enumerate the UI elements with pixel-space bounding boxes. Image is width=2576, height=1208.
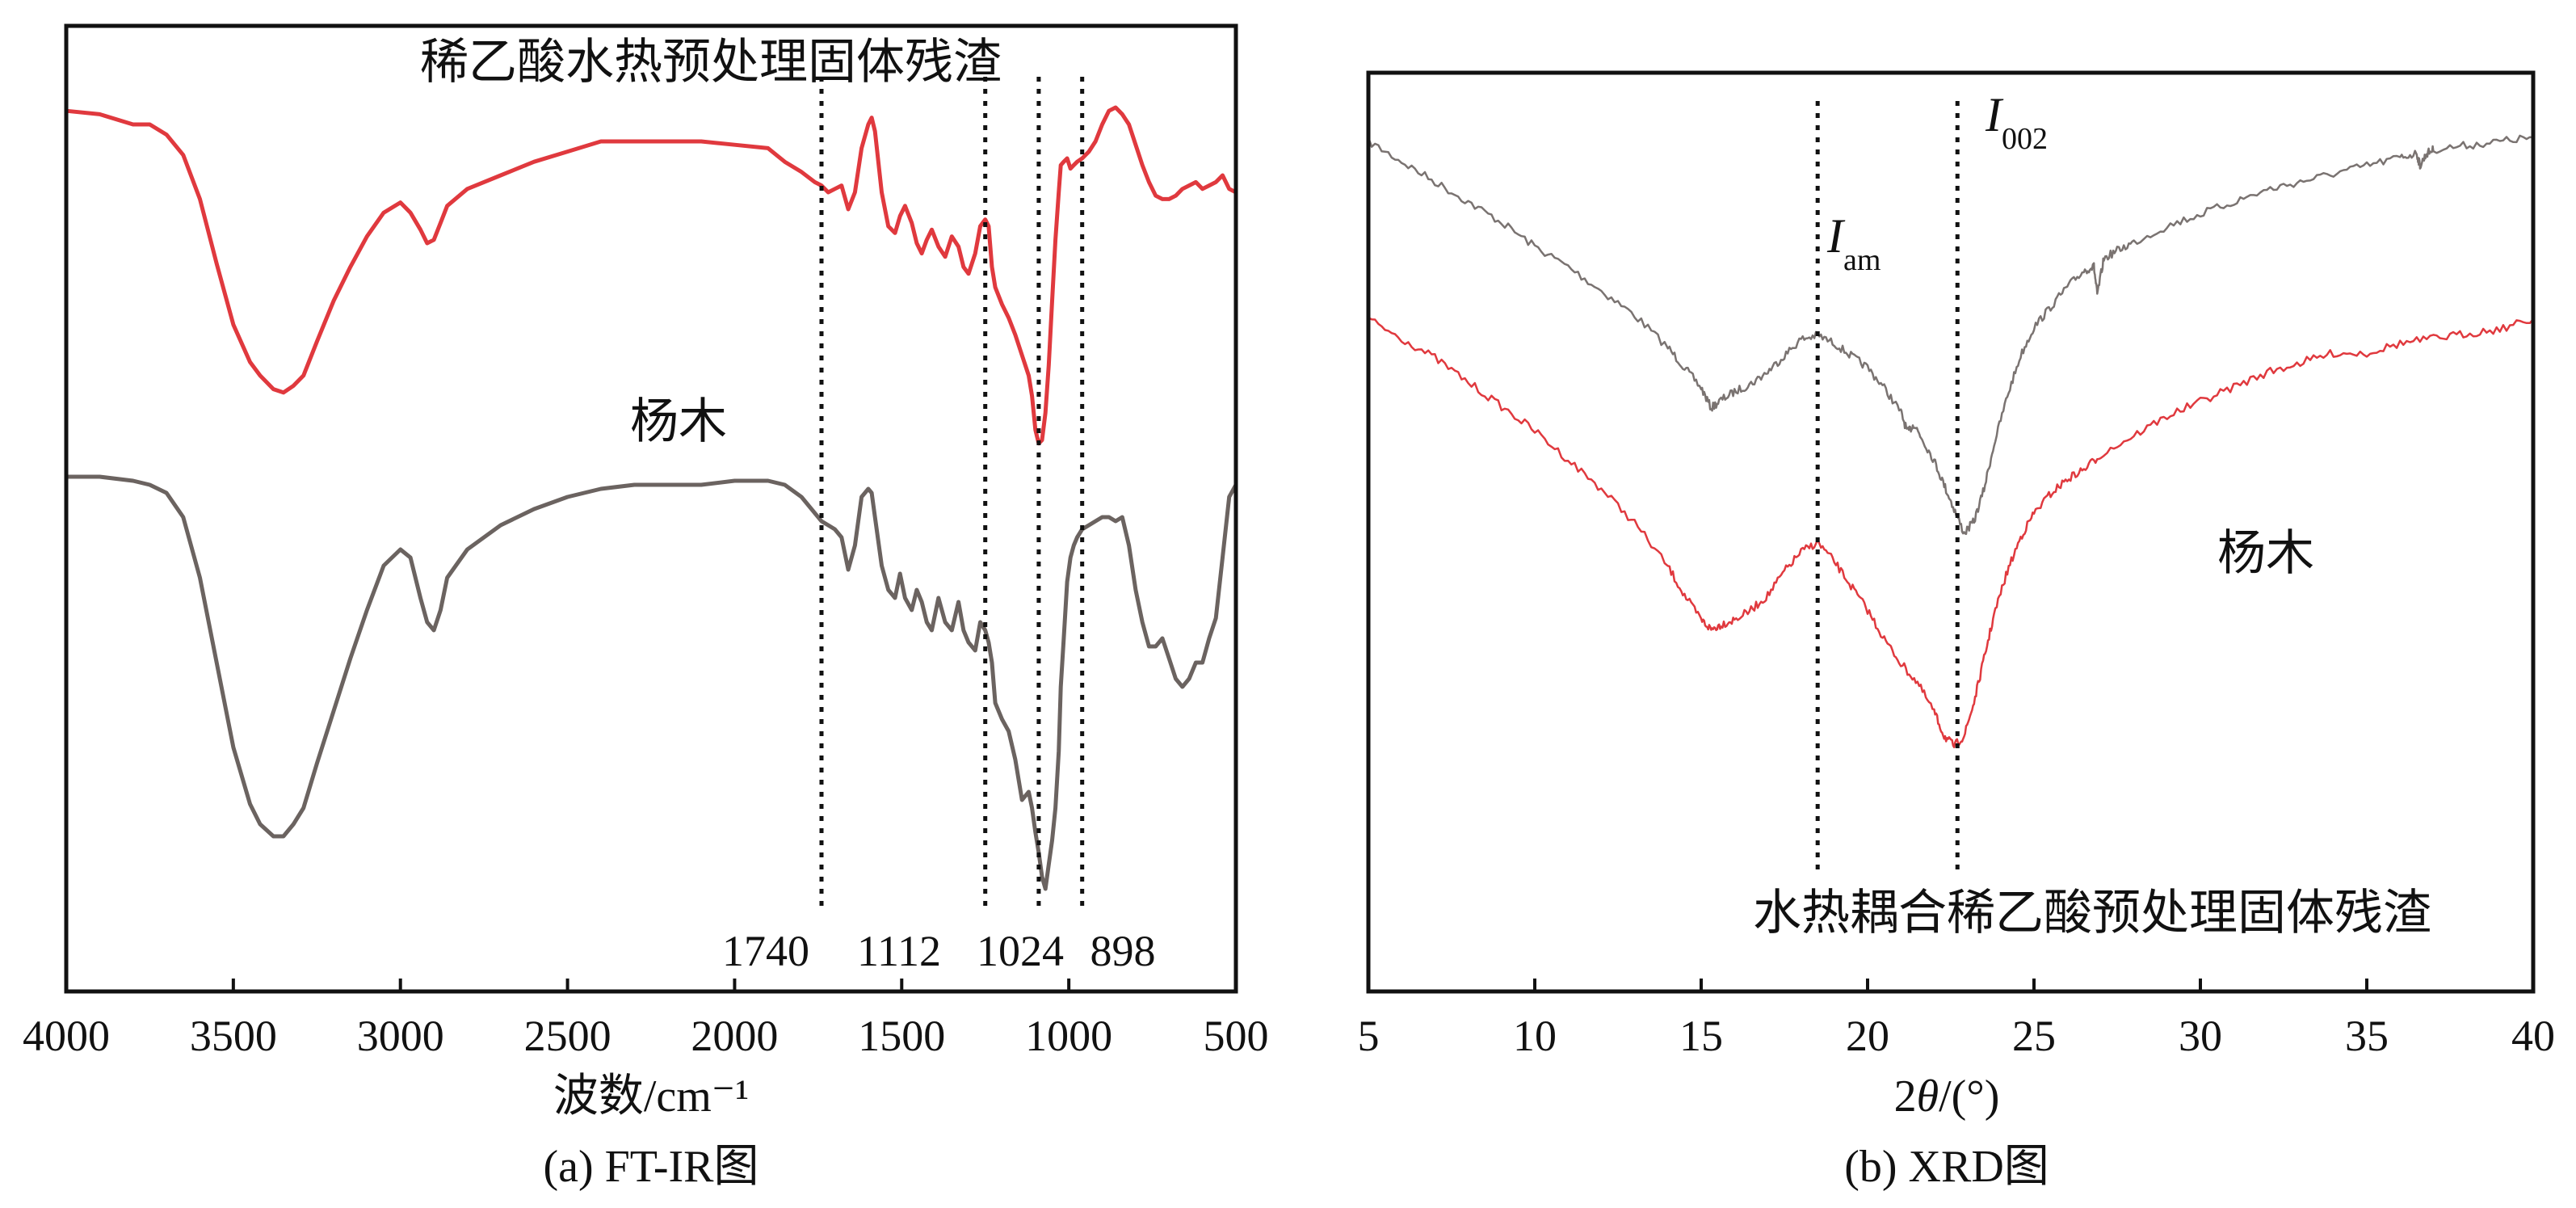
ftir-x-tick-label-0: 4000 bbox=[23, 1012, 110, 1060]
xrd-x-tick-label-6: 35 bbox=[2345, 1012, 2389, 1060]
ftir-x-tick-label-5: 1500 bbox=[858, 1012, 945, 1060]
panel-ftir: 4000 3500 3000 2500 2000 1500 1000 500 稀乙酸水热预处理… bbox=[23, 23, 1269, 1192]
ftir-series-group bbox=[65, 105, 1238, 891]
ftir-x-tick-label-7: 500 bbox=[1204, 1012, 1269, 1060]
xrd-series-label-residue: 水热耦合稀乙酸预处理固体残渣 bbox=[1753, 886, 2431, 940]
ftir-x-axis-label: 波数/cm⁻¹ bbox=[553, 1071, 749, 1122]
ftir-ref-label-1740: 1740 bbox=[722, 927, 809, 975]
ftir-x-tick-label-6: 1000 bbox=[1025, 1012, 1112, 1060]
ftir-ref-label-1024: 1024 bbox=[977, 927, 1064, 975]
xrd-x-tick-label-7: 40 bbox=[2511, 1012, 2555, 1060]
xrd-x-tick-label-4: 25 bbox=[2012, 1012, 2056, 1060]
ftir-x-tick-label-4: 2000 bbox=[691, 1012, 778, 1060]
xrd-x-tick-label-5: 30 bbox=[2179, 1012, 2222, 1060]
xrd-x-tick-label-1: 10 bbox=[1513, 1012, 1557, 1060]
ftir-x-axis: 4000 3500 3000 2500 2000 1500 1000 500 bbox=[23, 979, 1269, 1060]
xrd-series-group bbox=[1367, 134, 2534, 749]
ftir-series-label-residue: 稀乙酸水热预处理固体残渣 bbox=[420, 36, 1002, 89]
ftir-series-label-poplar: 杨木 bbox=[630, 395, 727, 448]
xrd-caption: (b) XRD图 bbox=[1844, 1142, 2049, 1192]
panel-xrd: 5 10 15 20 25 30 35 40 Iam I002 杨木 水热耦合稀乙酸预处理固体… bbox=[1358, 70, 2555, 1192]
xrd-label-i002: I002 bbox=[1985, 88, 2048, 156]
xrd-series-line-1 bbox=[1368, 317, 2534, 749]
ftir-x-tick-label-1: 3500 bbox=[190, 1012, 277, 1060]
xrd-label-iam: Iam bbox=[1826, 209, 1881, 277]
xrd-series-line-0 bbox=[1367, 134, 2534, 536]
ftir-series-line-0 bbox=[65, 105, 1238, 446]
xrd-series-label-poplar: 杨木 bbox=[2217, 527, 2314, 580]
ftir-ref-label-898: 898 bbox=[1090, 927, 1156, 975]
xrd-reference-lines bbox=[1815, 101, 1960, 873]
ftir-caption: (a) FT-IR图 bbox=[543, 1142, 759, 1192]
ftir-plot-frame bbox=[64, 23, 1238, 994]
xrd-plot-frame bbox=[1366, 70, 2536, 994]
xrd-x-tick-label-3: 20 bbox=[1846, 1012, 1889, 1060]
ftir-x-tick-label-2: 3000 bbox=[357, 1012, 444, 1060]
ftir-reference-lines bbox=[819, 77, 1085, 909]
xrd-x-tick-label-0: 5 bbox=[1358, 1012, 1380, 1060]
ftir-ref-label-1112: 1112 bbox=[857, 927, 941, 975]
xrd-x-axis-label: 2θ/(°) bbox=[1894, 1071, 2000, 1122]
ftir-series-line-1 bbox=[66, 474, 1238, 891]
ftir-x-tick-label-3: 2500 bbox=[524, 1012, 611, 1060]
xrd-x-axis: 5 10 15 20 25 30 35 40 bbox=[1358, 979, 2555, 1060]
xrd-x-tick-label-2: 15 bbox=[1679, 1012, 1723, 1060]
